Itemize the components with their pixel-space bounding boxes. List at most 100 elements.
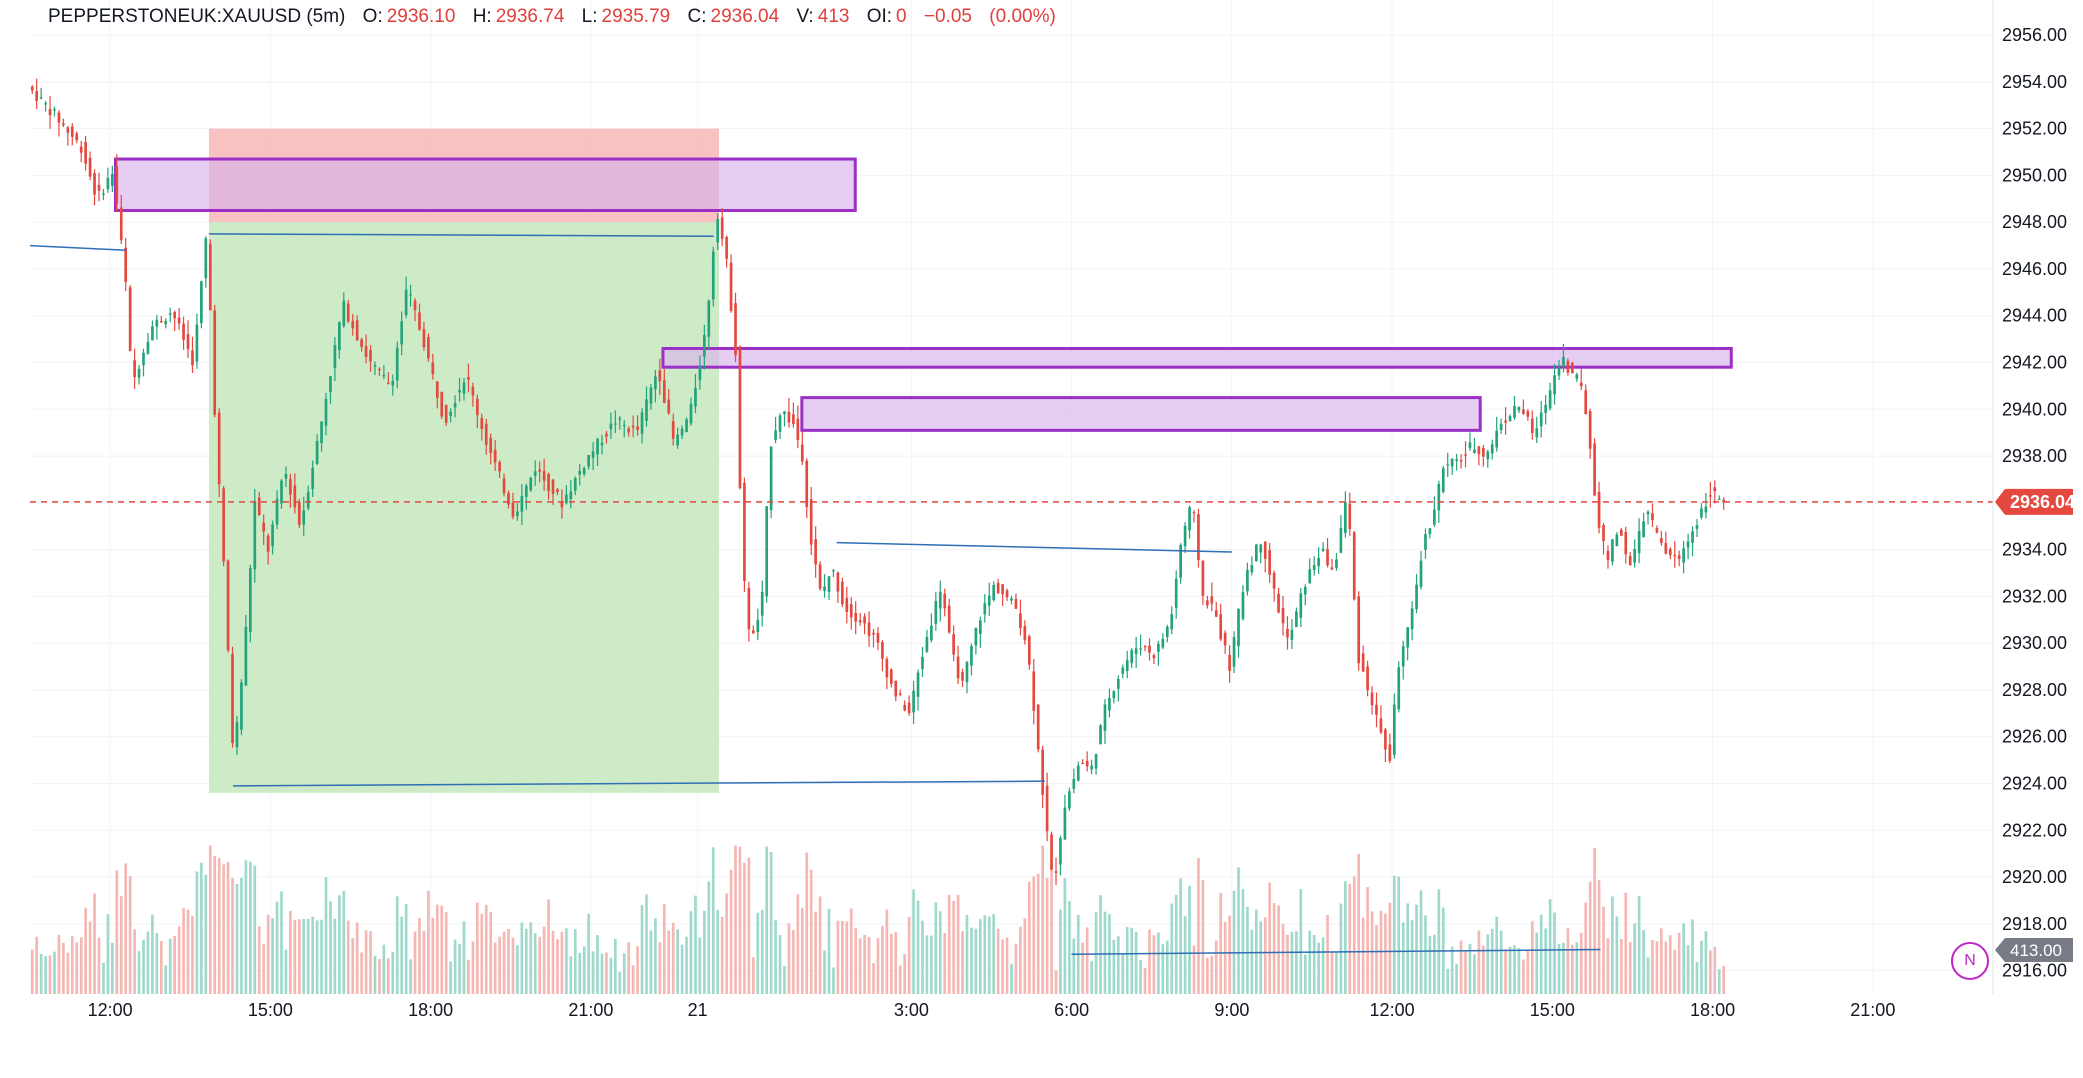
volume-bar [787,923,791,994]
volume-bar [1014,943,1018,994]
candle-body [1513,405,1516,418]
supply-box-1 [113,157,857,212]
candle-body [338,322,341,351]
low-value: 2935.79 [601,6,671,27]
candle-body [458,390,461,393]
volume-bar [1459,940,1463,994]
candle-body [1357,596,1361,664]
candle-body [1548,390,1552,409]
time-axis[interactable]: 12:00 15:00 18:00 21:00 21 3:00 6:00 9:00 12:00 1… [88,1000,1896,1020]
price-tick-label: 2918.00 [2002,914,2067,934]
candle-body [204,238,208,279]
volume-bar [1588,881,1592,994]
volume-bar [1036,873,1040,994]
low-label: L: [581,6,598,27]
volume-bar [881,926,884,994]
oi-value: 0 [896,6,907,27]
candle-body [1045,785,1049,832]
volume-bar [738,846,742,994]
candle-body [605,433,608,437]
candle-body [667,399,671,414]
candle-body [774,430,777,440]
candle-body [1299,593,1303,618]
candle-body [1139,648,1142,650]
volume-bar [805,852,809,994]
volume-bar [404,903,408,994]
price-axis[interactable]: 2956.00 2954.00 2952.00 2950.00 2948.00 2946.… [2002,25,2067,981]
candle-body [814,539,817,565]
candle-body [93,173,96,195]
candle-body [1023,626,1027,641]
candle-body [792,414,795,425]
candle-body [155,319,159,327]
candle-body [1388,744,1392,761]
candle-body [685,419,688,433]
volume-bar [524,928,528,994]
volume-bar [342,891,346,994]
candle-body [467,377,470,380]
candle-body [898,693,902,695]
candle-body [1704,506,1708,513]
volume-bar [627,942,631,994]
candle-body [1339,527,1343,553]
candle-body [636,426,639,430]
candle-body [1005,590,1009,598]
volume-bar [1628,942,1632,994]
candle-body [115,166,119,204]
volume-bar [1045,878,1049,994]
volume-bar [582,946,586,994]
volume-bar [431,917,435,994]
candle-body [698,365,702,381]
last-price-label: 2936.04 [1995,488,2075,515]
volume-bar [1633,923,1637,994]
volume-bars [30,845,1726,994]
volume-bar [1481,945,1485,994]
candle-body [400,321,404,345]
candle-body [329,376,332,393]
symbol-label[interactable]: PEPPERSTONEUK:XAUUSD (5m) [48,6,346,27]
candle-body [1295,611,1298,628]
volume-bar [1268,882,1272,994]
candle-body [1624,532,1628,555]
volume-bar [560,931,564,994]
volume-bar [351,938,355,994]
volume-bar [796,894,800,994]
candle-body [39,97,43,99]
volume-bar [885,909,889,994]
volume-bar [186,909,190,994]
candle-body [645,399,648,421]
volume-bar [792,930,795,994]
volume-bar [818,896,822,994]
volume-bar [44,955,47,994]
candle-body [1495,430,1499,448]
candle-body [881,641,884,659]
time-tick-label: 12:00 [88,1000,133,1020]
volume-bar [1312,934,1316,994]
candle-body [476,398,479,416]
candle-body [805,460,809,508]
volume-bar [689,911,693,994]
candle-body [760,591,764,616]
volume-bar [373,955,377,994]
volume-bar [1668,935,1672,994]
volume-bar [1428,935,1432,994]
volume-bar [814,911,817,994]
candle-body [841,581,844,605]
volume-bar [1148,929,1151,994]
candle-body [573,478,577,491]
candle-body [1557,366,1561,376]
candle-body [591,451,595,458]
volume-bar [569,956,573,994]
news-badge-icon[interactable]: N [1951,942,1989,980]
volume-bar [369,931,372,994]
candle-body [765,506,769,597]
volume-bar [280,891,283,994]
candle-body [1237,608,1240,647]
candle-body [208,243,212,311]
volume-bar [235,884,239,994]
volume-bar [912,889,915,994]
volume-bar [943,933,947,994]
candle-body [1588,411,1592,449]
candle-body [703,334,706,357]
